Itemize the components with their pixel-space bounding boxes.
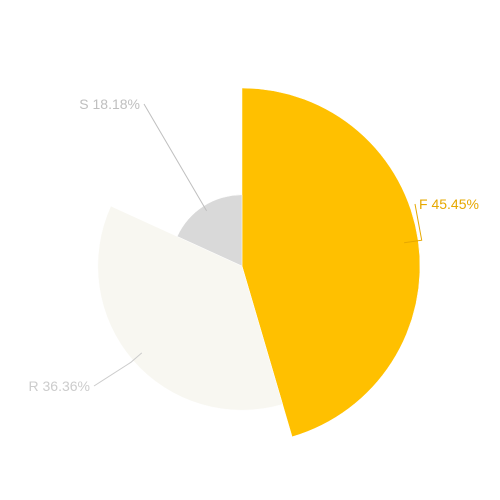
- slice-labels-layer: F 45.45% R 36.36% S 18.18%: [29, 96, 479, 394]
- leader-line-r: [93, 352, 143, 387]
- slice-label-s: S 18.18%: [79, 96, 140, 112]
- leader-line-f: [404, 203, 423, 244]
- slice-label-r: R 36.36%: [29, 378, 90, 394]
- slices-layer: [97, 87, 421, 438]
- leader-lines-layer: [93, 103, 423, 387]
- leader-line-s: [143, 103, 208, 212]
- slice-label-f: F 45.45%: [419, 196, 479, 212]
